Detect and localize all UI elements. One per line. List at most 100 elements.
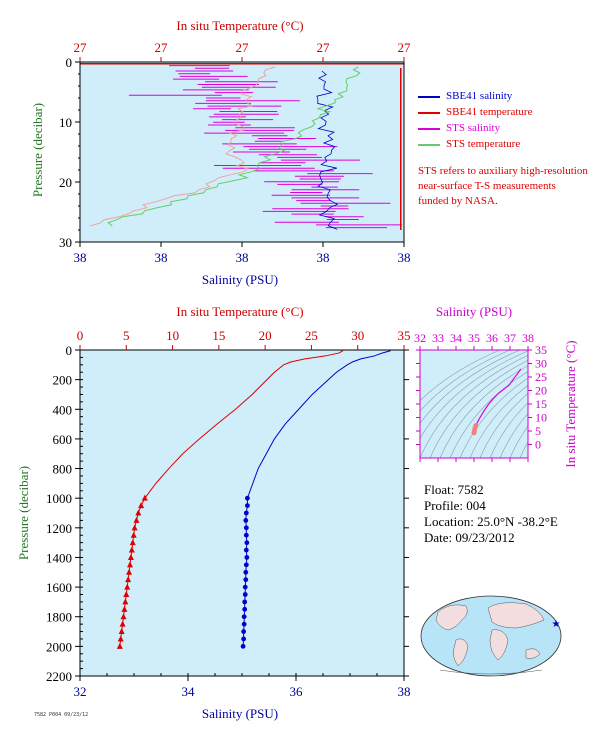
ts-y-tick-label: 20 bbox=[535, 384, 547, 398]
salinity-point bbox=[243, 569, 249, 575]
temperature-point bbox=[120, 613, 127, 620]
ts-x-tick-label: 32 bbox=[414, 331, 426, 345]
y-tick-label: 1600 bbox=[46, 580, 72, 595]
top-x-tick-label: 35 bbox=[398, 328, 411, 343]
legend-label: STS salinity bbox=[446, 122, 501, 134]
y-tick-label: 200 bbox=[53, 373, 73, 388]
density-contour bbox=[519, 441, 528, 458]
temperature-point bbox=[130, 531, 137, 538]
bottom-x-tick-label: 38 bbox=[398, 684, 411, 699]
legend-label: STS temperature bbox=[446, 138, 521, 150]
salinity-point bbox=[245, 503, 250, 508]
bottom-plot-area bbox=[80, 350, 404, 676]
density-contour bbox=[499, 412, 528, 458]
salinity-point bbox=[243, 562, 249, 568]
bottom-x-tick-label: 36 bbox=[290, 684, 304, 699]
temperature-point bbox=[138, 502, 145, 509]
temperature-point bbox=[128, 546, 135, 553]
density-contour bbox=[509, 425, 528, 458]
top-temp-axis-label: In situ Temperature (°C) bbox=[176, 18, 303, 33]
top-panel: 0 10 20 30 27 27 27 27 27 38 38 38 38 38 In situ Temp… bbox=[30, 18, 411, 287]
bottom-x-tick-label: 38 bbox=[236, 250, 249, 265]
top-x-tick-label: 27 bbox=[398, 40, 412, 55]
salinity-point bbox=[242, 606, 248, 612]
bottom-x-tick-label: 38 bbox=[74, 250, 87, 265]
sts-temperature-line bbox=[90, 66, 276, 227]
map-land-eurasia bbox=[487, 602, 545, 629]
salinity-point bbox=[242, 592, 248, 597]
legend-swatch bbox=[418, 96, 440, 98]
top-x-tick-label: 27 bbox=[317, 40, 331, 55]
ts-point bbox=[473, 423, 479, 429]
ts-x-tick-label: 35 bbox=[468, 331, 480, 345]
float-location: Location: 25.0°N -38.2°E bbox=[424, 514, 558, 529]
salinity-point bbox=[243, 525, 249, 531]
legend-label: SBE41 temperature bbox=[446, 106, 533, 118]
salinity-point bbox=[243, 532, 249, 538]
temperature-point bbox=[133, 516, 140, 523]
salinity-point bbox=[241, 636, 247, 642]
salinity-point bbox=[242, 599, 248, 605]
salinity-point bbox=[243, 510, 249, 516]
temperature-point bbox=[117, 635, 124, 642]
y-tick-label: 2200 bbox=[46, 669, 72, 684]
ts-y-tick-label: 25 bbox=[535, 370, 547, 384]
y-tick-label: 1000 bbox=[46, 491, 72, 506]
top-pressure-axis-label: Pressure (decibar) bbox=[30, 103, 45, 197]
map-land-north-america bbox=[435, 604, 468, 631]
top-x-tick-label: 27 bbox=[155, 40, 169, 55]
ts-x-tick-label: 38 bbox=[522, 331, 534, 345]
top-plot-data bbox=[80, 63, 404, 230]
ts-x-tick-label: 36 bbox=[486, 331, 498, 345]
y-tick-label: 0 bbox=[66, 343, 73, 358]
salinity-point bbox=[242, 584, 248, 590]
ts-y-tick-label: 0 bbox=[535, 438, 541, 452]
salinity-point bbox=[243, 577, 249, 583]
density-contour bbox=[420, 350, 528, 439]
temperature-point bbox=[118, 628, 125, 635]
top-x-tick-label: 30 bbox=[351, 328, 364, 343]
bottom-x-tick-label: 32 bbox=[74, 684, 87, 699]
y-tick-label: 30 bbox=[59, 235, 72, 250]
density-contour bbox=[420, 355, 528, 458]
y-tick-label: 1200 bbox=[46, 521, 72, 536]
density-contour bbox=[489, 402, 528, 458]
ts-x-tick-label: 33 bbox=[432, 331, 444, 345]
float-info: Float: 7582 Profile: 004 Location: 25.0°… bbox=[424, 482, 558, 546]
y-tick-label: 10 bbox=[59, 115, 72, 130]
y-tick-label: 0 bbox=[66, 55, 73, 70]
density-contour bbox=[479, 393, 528, 458]
float-id: Float: 7582 bbox=[424, 482, 484, 497]
sts-note: STS refers to auxiliary high-resolution … bbox=[418, 165, 588, 207]
map-land-australia bbox=[525, 648, 541, 659]
density-contour bbox=[439, 365, 528, 458]
salinity-point bbox=[245, 495, 250, 501]
temperature-point bbox=[127, 553, 134, 560]
temperature-point bbox=[131, 524, 138, 531]
bottom-x-tick-label: 34 bbox=[182, 684, 196, 699]
ts-y-tick-label: 5 bbox=[535, 424, 541, 438]
float-location-marker: ★ bbox=[552, 619, 561, 630]
y-tick-label: 800 bbox=[53, 462, 73, 477]
ts-plot-data bbox=[420, 350, 528, 458]
y-tick-label: 600 bbox=[53, 432, 73, 447]
salinity-point bbox=[244, 555, 250, 560]
salinity-point bbox=[240, 643, 246, 649]
top-x-tick-label: 0 bbox=[77, 328, 84, 343]
top-salinity-axis-label: Salinity (PSU) bbox=[202, 272, 278, 287]
density-contour bbox=[429, 359, 528, 458]
temperature-point bbox=[116, 642, 123, 649]
density-contour bbox=[420, 350, 521, 424]
bottom-plot-data bbox=[116, 350, 391, 649]
top-plot-axes: 0 10 20 30 27 27 27 27 27 38 38 38 38 38 bbox=[59, 40, 411, 265]
map-land-africa bbox=[489, 629, 509, 661]
y-tick-label: 1800 bbox=[46, 610, 72, 625]
ts-y-tick-label: 30 bbox=[535, 357, 547, 371]
world-map: ★ bbox=[420, 595, 562, 677]
salinity-point bbox=[241, 621, 247, 627]
temperature-point bbox=[129, 539, 136, 546]
bottom-plot-axes: 0200400600800100012001400160018002000220… bbox=[46, 328, 411, 699]
legend-swatch bbox=[418, 144, 440, 146]
